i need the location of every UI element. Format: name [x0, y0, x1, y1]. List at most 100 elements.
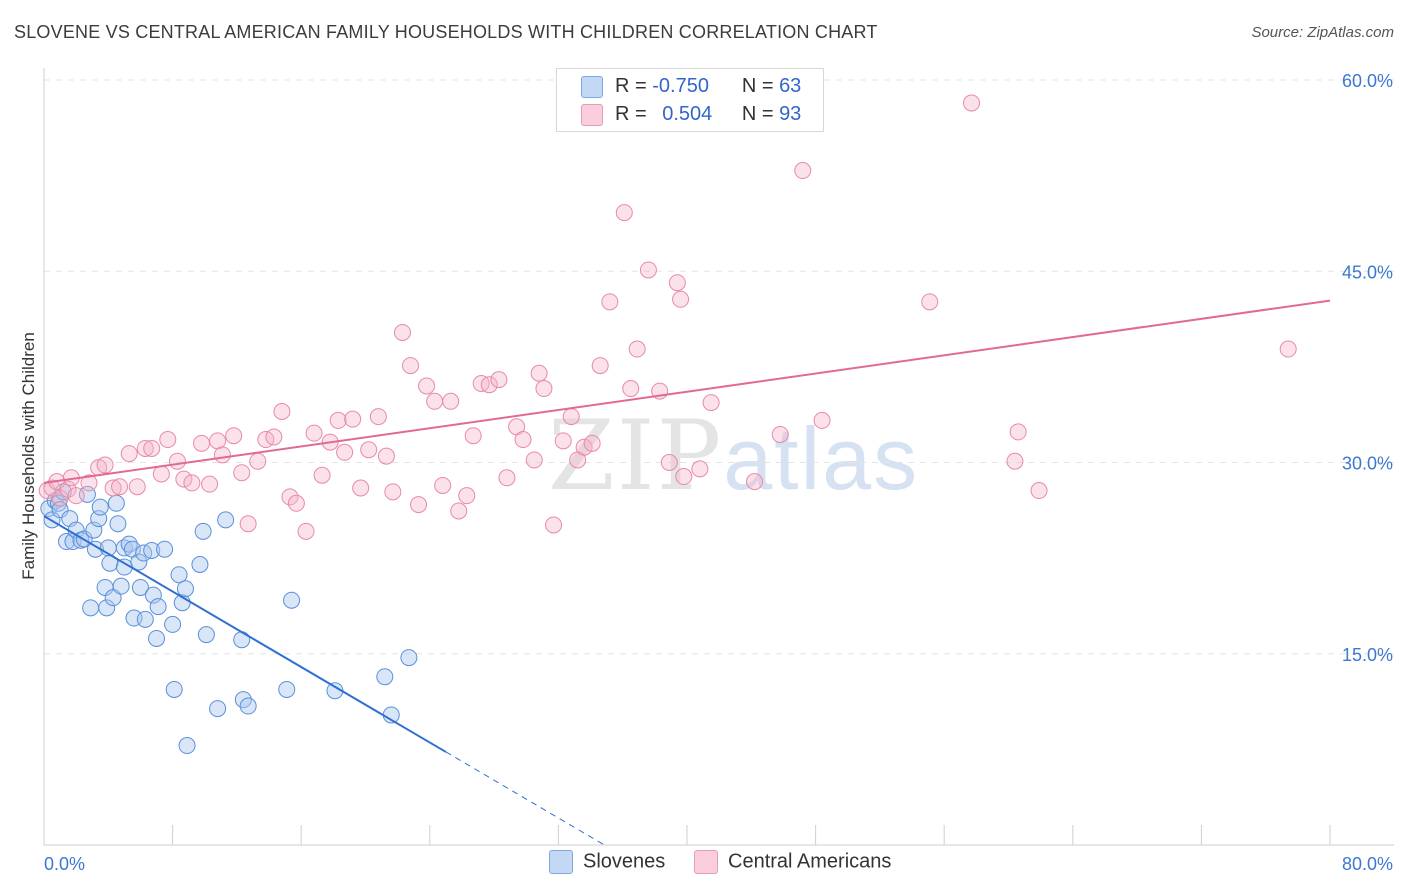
- central-american-point: [591, 357, 609, 375]
- central-american-point: [201, 475, 219, 493]
- central-american-point: [175, 470, 193, 488]
- central-american-point: [583, 434, 601, 452]
- central-americans-trend-line: [43, 299, 1331, 484]
- central-american-point: [628, 340, 646, 358]
- central-american-point: [639, 261, 657, 279]
- y-axis-label: Family Households with Children: [19, 332, 38, 580]
- legend-n-value-slovenes: 63: [779, 75, 802, 97]
- legend: R = -0.750 N = 63 R = 0.504 N = 93: [556, 68, 824, 132]
- central-american-point: [1009, 423, 1027, 441]
- slovenes-trend-line: [43, 515, 447, 753]
- central-american-point: [418, 377, 436, 395]
- slovene-point: [148, 629, 166, 647]
- legend-swatch-pink: [581, 103, 603, 126]
- legend-n-value-central-americans: 93: [779, 103, 802, 125]
- slovene-point: [278, 680, 296, 698]
- central-american-point: [794, 162, 812, 180]
- central-american-point: [535, 380, 553, 398]
- central-american-point: [249, 452, 267, 470]
- central-american-point: [545, 516, 563, 534]
- slovene-point: [98, 599, 116, 617]
- central-american-point: [525, 451, 543, 469]
- slovene-point: [107, 494, 125, 512]
- slovene-point: [131, 578, 149, 596]
- slovene-point: [109, 515, 127, 533]
- central-american-point: [265, 428, 283, 446]
- y-tick-label: 60.0%: [1342, 71, 1393, 91]
- central-american-point: [402, 357, 420, 375]
- slovene-point: [283, 591, 301, 609]
- central-american-point: [104, 479, 122, 497]
- central-american-point: [442, 392, 460, 410]
- central-american-point: [660, 454, 678, 471]
- central-american-point: [498, 469, 516, 487]
- y-tick-label: 15.0%: [1342, 645, 1393, 665]
- central-american-point: [287, 494, 305, 512]
- central-american-point: [464, 427, 482, 445]
- slovene-point: [178, 737, 196, 755]
- slovene-point: [58, 533, 76, 551]
- central-american-point: [1030, 482, 1048, 500]
- x-tick-label: 80.0%: [1342, 854, 1393, 874]
- legend-r-value-central-americans: 0.504: [662, 103, 713, 125]
- slovene-point: [165, 680, 183, 698]
- y-tick-label: 30.0%: [1342, 454, 1393, 474]
- central-american-point: [213, 446, 231, 464]
- central-american-point: [601, 293, 619, 311]
- tick-labels: 15.0% 30.0% 45.0% 60.0% 0.0% 80.0%: [44, 71, 1393, 874]
- slovene-point: [91, 498, 109, 516]
- central-american-point: [813, 411, 831, 429]
- central-american-point: [921, 293, 939, 311]
- slovene-point: [233, 631, 251, 649]
- central-american-point: [668, 274, 686, 292]
- central-american-point: [675, 468, 693, 486]
- central-american-point: [111, 478, 129, 496]
- central-american-point: [369, 408, 387, 426]
- central-american-point: [1279, 340, 1297, 358]
- y-tick-label: 45.0%: [1342, 262, 1393, 282]
- slovene-point: [170, 566, 188, 584]
- watermark: ZIPatlas: [548, 400, 919, 512]
- slovene-point: [156, 540, 174, 558]
- trend-lines: [43, 299, 1331, 847]
- legend-row-slovenes: R = -0.750 N = 63: [581, 75, 801, 101]
- central-american-point: [963, 94, 981, 112]
- central-american-point: [313, 466, 331, 484]
- central-american-point: [672, 290, 690, 308]
- watermark-atlas: atlas: [723, 409, 920, 508]
- slovene-point: [136, 610, 154, 628]
- central-american-point: [622, 380, 640, 398]
- central-american-point: [96, 456, 114, 474]
- central-american-point: [458, 487, 476, 505]
- central-american-point: [393, 323, 411, 341]
- central-american-point: [80, 474, 98, 492]
- central-american-point: [480, 376, 498, 394]
- central-american-point: [490, 371, 508, 389]
- central-american-point: [615, 204, 633, 222]
- central-american-point: [1006, 452, 1024, 470]
- slovene-point: [86, 540, 104, 558]
- central-american-point: [128, 478, 146, 496]
- watermark-zip: ZIP: [548, 400, 724, 512]
- legend-swatch-blue: [581, 75, 603, 98]
- central-american-point: [273, 403, 291, 420]
- central-american-point: [143, 439, 161, 457]
- central-american-point: [329, 411, 347, 429]
- slovene-point: [376, 668, 394, 686]
- bottom-legend-slovenes: Slovenes: [549, 850, 665, 874]
- slovene-point: [209, 700, 227, 718]
- central-american-point: [136, 439, 154, 457]
- central-american-point: [562, 408, 580, 426]
- slovene-point: [400, 649, 418, 667]
- central-americans-points: [38, 94, 1297, 540]
- central-american-point: [239, 515, 257, 533]
- central-american-point: [360, 441, 378, 459]
- slovene-point: [112, 577, 130, 595]
- central-american-point: [514, 431, 532, 449]
- central-american-point: [67, 487, 85, 505]
- slovene-point: [176, 580, 194, 598]
- central-american-point: [336, 443, 354, 461]
- slovene-point: [82, 599, 100, 617]
- central-american-point: [746, 473, 764, 491]
- slovene-point: [120, 535, 138, 553]
